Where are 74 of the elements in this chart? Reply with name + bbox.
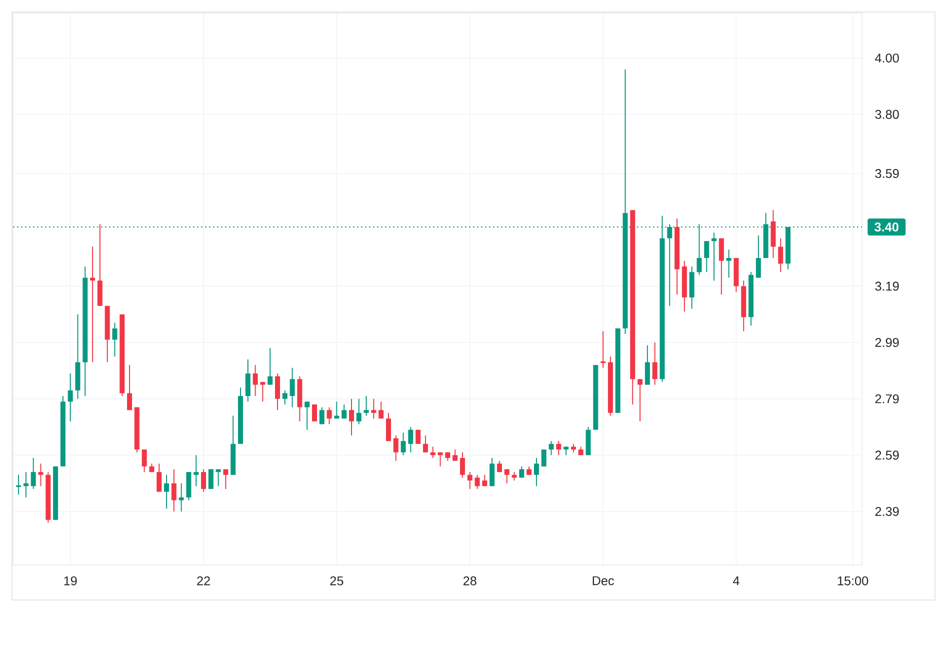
- candlestick: [38, 463, 44, 487]
- candlestick: [393, 434, 398, 462]
- candlestick: [223, 468, 228, 490]
- candlestick: [452, 449, 458, 462]
- candlestick: [342, 404, 347, 420]
- candlestick: [68, 372, 73, 422]
- candlestick: [541, 449, 546, 467]
- candlestick: [652, 342, 658, 386]
- y-tick-label: 4.00: [875, 54, 899, 63]
- candlestick: [490, 457, 495, 487]
- candlestick: [416, 429, 421, 444]
- y-tick-label: 3.80: [875, 110, 899, 119]
- candlestick: [216, 468, 221, 487]
- candlestick: [548, 440, 554, 456]
- candlestick: [704, 240, 710, 273]
- candlestick: [718, 238, 724, 296]
- y-tick-label: 2.99: [875, 338, 899, 347]
- candlestick: [556, 440, 562, 456]
- candlestick: [30, 457, 36, 490]
- candlestick: [268, 348, 273, 386]
- candlestick: [644, 344, 650, 386]
- y-tick-label: 3.59: [875, 169, 899, 178]
- candlestick: [171, 468, 176, 512]
- candlestick: [364, 396, 369, 416]
- x-tick-label: 15:00: [838, 576, 868, 586]
- x-tick-label: 22: [197, 576, 210, 586]
- candlestick: [778, 238, 784, 273]
- ref-line-label: 3.40: [874, 222, 898, 232]
- candlestick: [638, 378, 643, 422]
- x-tick-label: 28: [463, 576, 476, 586]
- candlestick: [304, 401, 310, 430]
- candlestick: [408, 426, 414, 453]
- candlestick: [290, 367, 295, 408]
- candlestick: [467, 472, 472, 490]
- candlestick: [90, 246, 96, 363]
- candlestick: [312, 404, 317, 422]
- candlestick: [326, 406, 332, 425]
- y-tick-label: 3.19: [875, 282, 899, 291]
- x-tick-label: Dec: [592, 576, 614, 586]
- candlestick: [127, 364, 132, 411]
- candlestick: [208, 468, 214, 490]
- candlestick: [319, 406, 324, 425]
- y-tick-label: 2.59: [875, 450, 899, 460]
- candlestick: [275, 372, 280, 411]
- candlestick: [474, 474, 480, 490]
- candlestick: [504, 468, 510, 484]
- candlestick: [756, 234, 761, 278]
- candlestick: [15, 474, 22, 496]
- candlestick: [378, 401, 384, 420]
- candlestick: [386, 412, 391, 442]
- candlestick: [371, 398, 376, 420]
- x-tick-label: 25: [330, 576, 344, 586]
- y-tick-label: 2.79: [875, 394, 899, 404]
- candlestick: [600, 330, 606, 368]
- candlestick: [282, 390, 288, 405]
- candlestick: [400, 432, 406, 456]
- x-tick-label: 4: [732, 576, 740, 586]
- candlestick: [112, 322, 118, 358]
- candlestick: [245, 358, 250, 402]
- candlestick: [142, 449, 147, 473]
- candlestick: [356, 398, 362, 425]
- candlestick: [726, 249, 732, 278]
- candlestick: [194, 454, 199, 487]
- x-tick-label: 19: [64, 576, 77, 586]
- candlestick: [460, 452, 465, 478]
- candlestick: [534, 457, 539, 487]
- candlestick: [334, 401, 340, 420]
- candlestick: [422, 434, 428, 453]
- candlestick: [201, 468, 206, 492]
- candlestick: [164, 474, 170, 510]
- candlestick: [156, 463, 162, 492]
- y-tick-label: 2.39: [875, 506, 899, 516]
- candlestick: [348, 398, 354, 436]
- candlestick: [252, 364, 258, 397]
